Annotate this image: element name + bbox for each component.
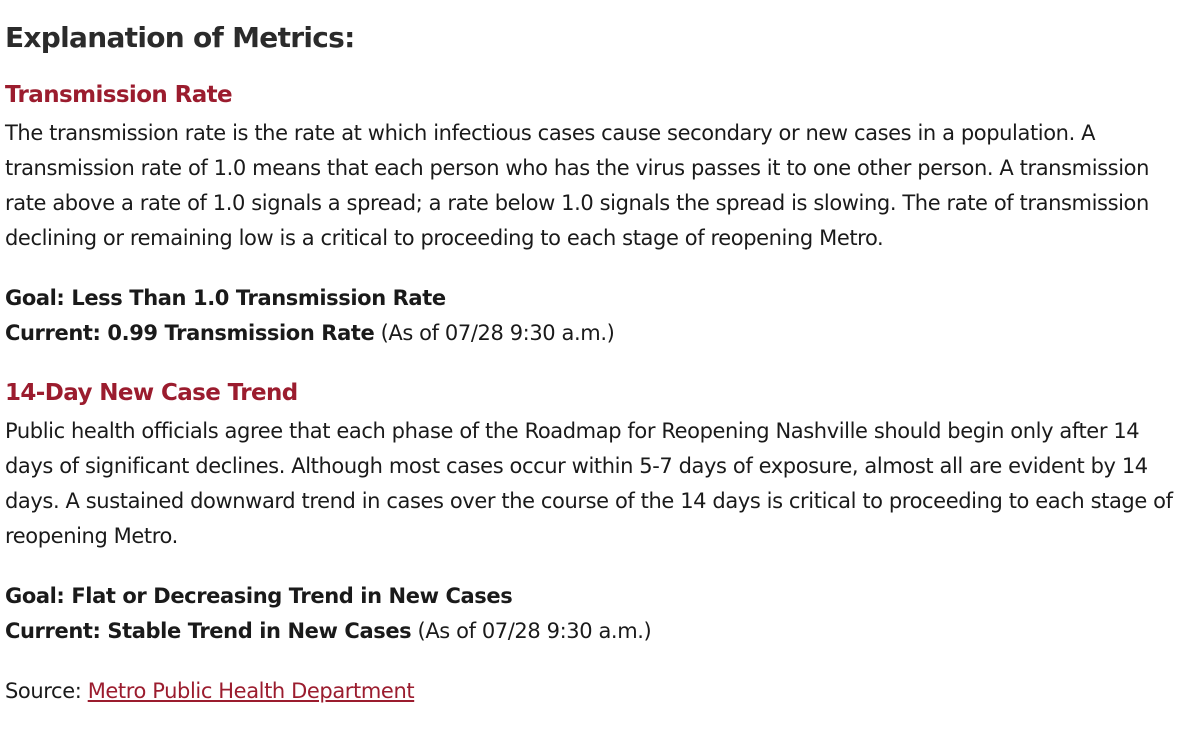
source-label: Source:	[5, 679, 88, 703]
metric-block-new-case-trend: Goal: Flat or Decreasing Trend in New Ca…	[5, 579, 1185, 649]
section-new-case-trend: 14-Day New Case Trend Public health offi…	[5, 376, 1185, 649]
goal-line-new-case-trend: Goal: Flat or Decreasing Trend in New Ca…	[5, 579, 1185, 614]
current-line-transmission-rate: Current: 0.99 Transmission Rate (As of 0…	[5, 316, 1185, 351]
current-text: Current: 0.99 Transmission Rate	[5, 321, 375, 345]
section-description-new-case-trend: Public health officials agree that each …	[5, 419, 1173, 548]
goal-text: Goal: Flat or Decreasing Trend in New Ca…	[5, 584, 513, 608]
metrics-explanation-page: Explanation of Metrics: Transmission Rat…	[5, 21, 1185, 709]
current-text: Current: Stable Trend in New Cases	[5, 619, 412, 643]
section-transmission-rate: Transmission Rate The transmission rate …	[5, 78, 1185, 351]
metric-block-transmission-rate: Goal: Less Than 1.0 Transmission Rate Cu…	[5, 281, 1185, 351]
goal-text: Goal: Less Than 1.0 Transmission Rate	[5, 286, 446, 310]
as-of-text: (As of 07/28 9:30 a.m.)	[374, 321, 615, 345]
goal-line-transmission-rate: Goal: Less Than 1.0 Transmission Rate	[5, 281, 1185, 316]
section-title-new-case-trend: 14-Day New Case Trend	[5, 380, 298, 406]
section-title-transmission-rate: Transmission Rate	[5, 82, 233, 108]
source-link[interactable]: Metro Public Health Department	[87, 679, 415, 703]
section-description-transmission-rate: The transmission rate is the rate at whi…	[5, 121, 1149, 250]
source-line: Source: Metro Public Health Department	[5, 674, 1185, 709]
as-of-text: (As of 07/28 9:30 a.m.)	[411, 619, 652, 643]
page-heading: Explanation of Metrics:	[5, 21, 355, 54]
current-line-new-case-trend: Current: Stable Trend in New Cases (As o…	[5, 614, 1185, 649]
